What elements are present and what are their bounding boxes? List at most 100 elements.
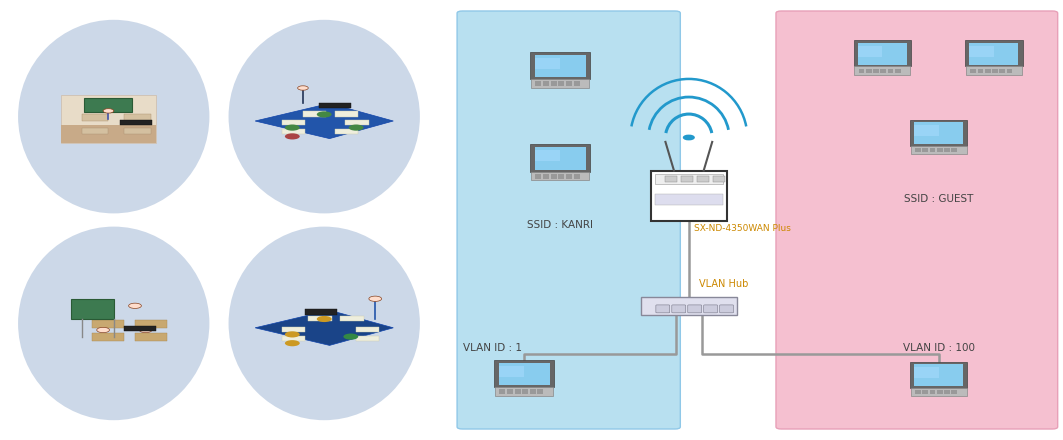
FancyBboxPatch shape: [713, 176, 725, 182]
FancyBboxPatch shape: [937, 151, 943, 152]
Ellipse shape: [229, 227, 420, 420]
FancyBboxPatch shape: [888, 70, 894, 71]
Circle shape: [285, 125, 300, 131]
FancyBboxPatch shape: [880, 70, 887, 71]
Circle shape: [97, 327, 109, 333]
FancyBboxPatch shape: [911, 146, 966, 154]
FancyBboxPatch shape: [915, 148, 921, 149]
Circle shape: [298, 86, 308, 90]
FancyBboxPatch shape: [873, 71, 879, 72]
FancyBboxPatch shape: [535, 58, 560, 69]
FancyBboxPatch shape: [880, 71, 887, 72]
FancyBboxPatch shape: [895, 69, 900, 70]
FancyBboxPatch shape: [937, 149, 943, 150]
FancyBboxPatch shape: [944, 390, 950, 391]
FancyBboxPatch shape: [971, 71, 976, 72]
FancyBboxPatch shape: [929, 148, 935, 149]
FancyBboxPatch shape: [522, 393, 528, 394]
FancyBboxPatch shape: [929, 149, 935, 150]
FancyBboxPatch shape: [135, 333, 167, 341]
FancyBboxPatch shape: [923, 150, 928, 151]
FancyBboxPatch shape: [507, 391, 513, 392]
FancyBboxPatch shape: [914, 364, 963, 386]
FancyBboxPatch shape: [514, 393, 521, 394]
FancyBboxPatch shape: [951, 151, 957, 152]
FancyBboxPatch shape: [914, 367, 939, 378]
FancyBboxPatch shape: [124, 326, 156, 331]
FancyBboxPatch shape: [558, 174, 564, 175]
FancyBboxPatch shape: [529, 391, 536, 392]
Polygon shape: [61, 95, 156, 143]
FancyBboxPatch shape: [303, 111, 326, 117]
Circle shape: [317, 316, 332, 322]
FancyBboxPatch shape: [543, 84, 550, 85]
FancyBboxPatch shape: [895, 72, 900, 73]
FancyBboxPatch shape: [282, 129, 305, 134]
FancyBboxPatch shape: [915, 390, 921, 391]
FancyBboxPatch shape: [457, 11, 680, 429]
FancyBboxPatch shape: [558, 176, 564, 177]
FancyBboxPatch shape: [688, 305, 702, 313]
FancyBboxPatch shape: [530, 144, 590, 172]
FancyBboxPatch shape: [500, 389, 505, 391]
FancyBboxPatch shape: [915, 391, 921, 392]
FancyBboxPatch shape: [538, 392, 543, 393]
FancyBboxPatch shape: [522, 389, 528, 391]
FancyBboxPatch shape: [535, 147, 586, 170]
FancyBboxPatch shape: [776, 11, 1058, 429]
FancyBboxPatch shape: [551, 81, 557, 83]
FancyBboxPatch shape: [543, 176, 550, 177]
Circle shape: [103, 109, 114, 113]
FancyBboxPatch shape: [656, 305, 670, 313]
Polygon shape: [61, 125, 156, 143]
FancyBboxPatch shape: [536, 174, 541, 175]
FancyBboxPatch shape: [992, 72, 998, 73]
Text: SX-ND-4350WAN Plus: SX-ND-4350WAN Plus: [694, 224, 791, 233]
FancyBboxPatch shape: [866, 70, 872, 71]
FancyBboxPatch shape: [558, 175, 564, 176]
Circle shape: [684, 136, 694, 140]
FancyBboxPatch shape: [536, 81, 541, 83]
FancyBboxPatch shape: [543, 174, 550, 175]
FancyBboxPatch shape: [574, 174, 579, 175]
FancyBboxPatch shape: [356, 327, 379, 332]
Circle shape: [285, 340, 300, 346]
FancyBboxPatch shape: [543, 81, 550, 83]
FancyBboxPatch shape: [858, 46, 882, 57]
FancyBboxPatch shape: [529, 389, 536, 391]
Ellipse shape: [18, 20, 209, 213]
FancyBboxPatch shape: [911, 388, 966, 396]
FancyBboxPatch shape: [866, 69, 872, 70]
Circle shape: [139, 327, 152, 333]
FancyBboxPatch shape: [305, 309, 337, 315]
FancyBboxPatch shape: [507, 389, 513, 391]
FancyBboxPatch shape: [672, 305, 686, 313]
FancyBboxPatch shape: [923, 149, 928, 150]
Text: VLAN Hub: VLAN Hub: [699, 279, 748, 289]
Circle shape: [129, 303, 141, 308]
FancyBboxPatch shape: [535, 150, 560, 161]
FancyBboxPatch shape: [340, 316, 364, 321]
FancyBboxPatch shape: [335, 111, 358, 117]
FancyBboxPatch shape: [923, 151, 928, 152]
FancyBboxPatch shape: [500, 391, 505, 392]
FancyBboxPatch shape: [566, 176, 572, 177]
FancyBboxPatch shape: [859, 71, 864, 72]
FancyBboxPatch shape: [308, 316, 332, 321]
FancyBboxPatch shape: [345, 120, 369, 125]
FancyBboxPatch shape: [574, 175, 579, 176]
FancyBboxPatch shape: [873, 69, 879, 70]
FancyBboxPatch shape: [858, 43, 907, 65]
FancyBboxPatch shape: [937, 392, 943, 393]
FancyBboxPatch shape: [873, 70, 879, 71]
FancyBboxPatch shape: [574, 81, 579, 83]
FancyBboxPatch shape: [937, 391, 943, 392]
FancyBboxPatch shape: [923, 390, 928, 391]
FancyBboxPatch shape: [574, 83, 579, 84]
FancyBboxPatch shape: [978, 70, 983, 71]
Text: SSID : GUEST: SSID : GUEST: [904, 194, 974, 204]
FancyBboxPatch shape: [937, 150, 943, 151]
FancyBboxPatch shape: [529, 393, 536, 394]
FancyBboxPatch shape: [944, 151, 950, 152]
FancyBboxPatch shape: [888, 69, 894, 70]
